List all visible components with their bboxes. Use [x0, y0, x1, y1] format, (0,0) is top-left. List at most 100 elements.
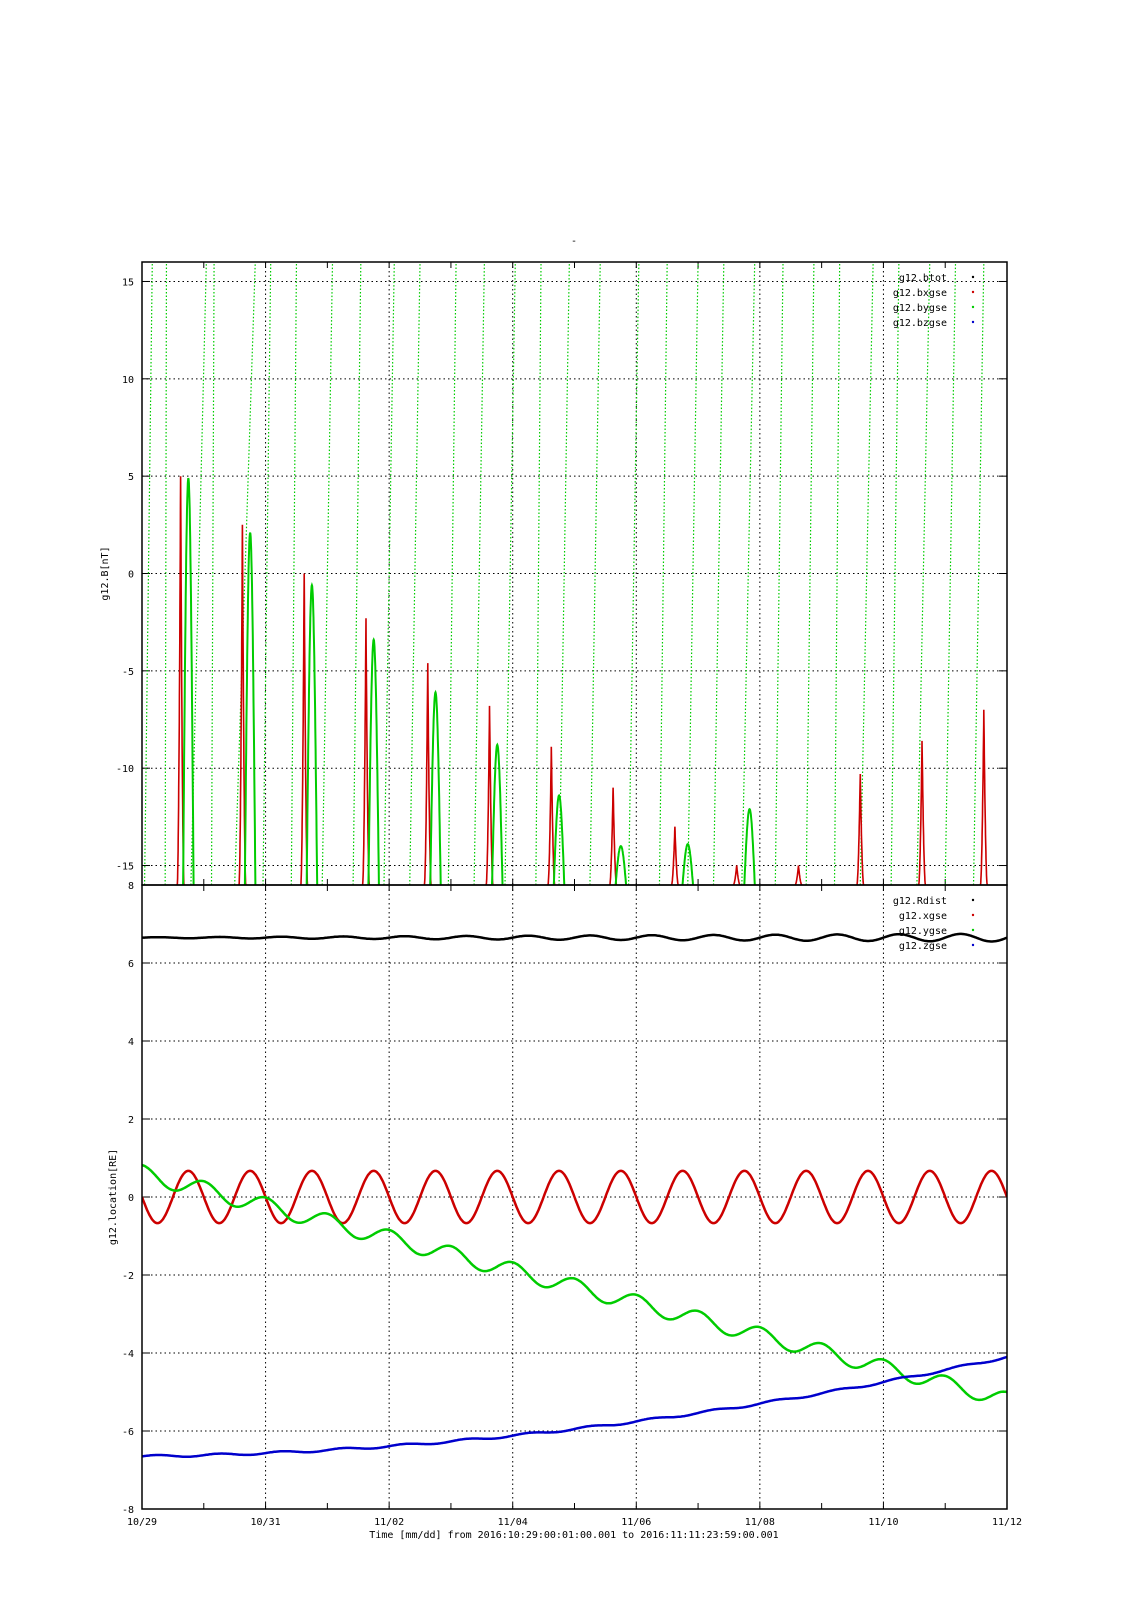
- legend-swatch: [971, 305, 975, 309]
- y-tick-label: 0: [128, 570, 134, 581]
- legend-label: g12.bygse: [893, 303, 947, 314]
- x-tick-label: 11/06: [621, 1517, 651, 1528]
- y-tick-label: 8: [128, 881, 134, 892]
- g12-Rdist-line: [142, 932, 1007, 943]
- g12-bxgse-peak: [794, 865, 803, 885]
- bygse-steep-trace: [972, 262, 985, 885]
- y-tick-label: 15: [122, 277, 134, 288]
- g12-bxgse-peak: [732, 865, 741, 885]
- y-axis-label: g12.location[RE]: [108, 1149, 119, 1245]
- x-axis-title: Time [mm/dd] from 2016:10:29:00:01:00.00…: [369, 1530, 778, 1541]
- plot-area: [143, 262, 988, 885]
- g12-bygse-peak: [552, 793, 566, 885]
- y-tick-label: -4: [122, 1349, 134, 1360]
- g12-bxgse-peak: [917, 740, 927, 885]
- g12-zgse-line: [142, 1355, 1007, 1459]
- y-axis-label: g12.B[nT]: [100, 546, 111, 600]
- bygse-steep-trace: [234, 262, 256, 885]
- g12-bygse-peak: [305, 582, 319, 885]
- legend-swatch: [971, 290, 975, 294]
- legend-swatch: [971, 275, 975, 279]
- legend-swatch: [971, 943, 975, 947]
- y-tick-label: 6: [128, 959, 134, 970]
- g12-bygse-peak: [429, 689, 442, 885]
- bygse-steep-trace: [944, 262, 957, 885]
- x-tick-label: 11/12: [992, 1517, 1022, 1528]
- bygse-steep-trace: [210, 262, 215, 885]
- g12-bygse-peak: [491, 742, 504, 885]
- bygse-steep-trace: [658, 262, 668, 885]
- g12-bxgse-peak: [608, 787, 618, 885]
- legend-swatch: [971, 928, 975, 932]
- bygse-steep-trace: [352, 262, 362, 885]
- bygse-steep-trace: [473, 262, 485, 885]
- bygse-steep-trace: [504, 262, 516, 885]
- x-tick-label: 10/31: [251, 1517, 281, 1528]
- bygse-steep-trace: [409, 262, 421, 885]
- y-tick-label: 5: [128, 472, 134, 483]
- g12-bxgse-peak: [979, 709, 988, 885]
- y-tick-label: -2: [122, 1271, 134, 1282]
- g12-bygse-peak: [743, 807, 756, 885]
- bygse-steep-trace: [190, 262, 207, 885]
- bygse-steep-trace: [687, 262, 699, 885]
- g12-bygse-peak: [243, 532, 257, 885]
- legend-label: g12.xgse: [899, 911, 947, 922]
- bygse-steep-trace: [321, 262, 334, 885]
- bygse-steep-trace: [916, 262, 931, 885]
- bygse-steep-trace: [535, 262, 542, 885]
- bygse-steep-trace: [890, 262, 900, 885]
- bygse-steep-trace: [447, 262, 457, 885]
- bygse-steep-trace: [262, 262, 272, 885]
- bygse-steep-trace: [859, 262, 874, 885]
- y-tick-label: 2: [128, 1115, 134, 1126]
- y-tick-label: -5: [122, 667, 134, 678]
- bygse-steep-trace: [558, 262, 570, 885]
- magnetic-field-panel: 15 10 5 0 -5 -10 -15 g12.B[nT] g12.btot g12.bxgse…: [100, 261, 1008, 886]
- legend-label: g12.btot: [899, 273, 947, 284]
- y-tick-label: 4: [128, 1037, 134, 1048]
- y-tick-label: -8: [122, 1505, 134, 1516]
- y-tick-label: -15: [116, 862, 134, 873]
- legend-label: g12.zgse: [899, 941, 947, 952]
- legend-label: g12.ygse: [899, 926, 947, 937]
- g12-xgse-line: [142, 1169, 1007, 1225]
- legend-swatch: [971, 913, 975, 917]
- legend-label: g12.bzgse: [893, 318, 947, 329]
- legend-label: g12.bxgse: [893, 288, 947, 299]
- plot-frame: [141, 884, 1008, 1510]
- x-tick-label: 10/29: [127, 1517, 157, 1528]
- legend-swatch: [971, 898, 975, 902]
- g12-ygse-line: [142, 1163, 1007, 1402]
- x-tick-label: 11/02: [374, 1517, 404, 1528]
- g12-bxgse-peak: [670, 826, 679, 885]
- bygse-steep-trace: [741, 262, 756, 885]
- bygse-steep-trace: [833, 262, 841, 885]
- plot-area: [142, 932, 1007, 1459]
- y-tick-label: -10: [116, 764, 134, 775]
- bygse-steep-trace: [712, 262, 725, 885]
- y-tick-label: 0: [128, 1193, 134, 1204]
- bygse-steep-trace: [383, 262, 395, 885]
- legend-label: g12.Rdist: [893, 896, 947, 907]
- legend-swatch: [971, 320, 975, 324]
- g12-bygse-peak: [182, 477, 195, 885]
- g12-bygse-peak: [681, 843, 694, 885]
- bygse-steep-trace: [805, 262, 815, 885]
- x-tick-label: 11/10: [868, 1517, 898, 1528]
- g12-bygse-peak: [367, 637, 380, 885]
- x-tick-label: 11/04: [498, 1517, 528, 1528]
- bygse-steep-trace: [589, 262, 601, 885]
- chart-title: -: [571, 236, 577, 247]
- bygse-steep-trace: [290, 262, 298, 885]
- x-tick-label: 11/08: [745, 1517, 775, 1528]
- g12-bxgse-peak: [856, 773, 865, 885]
- location-panel: 8 6 4 2 0 -2 -4 -6 -8 g12.location[RE] g12.Rdist g1…: [108, 881, 1008, 1516]
- g12-bygse-peak: [614, 845, 628, 885]
- bygse-steep-trace: [143, 262, 153, 885]
- bygse-steep-trace: [164, 262, 168, 885]
- y-tick-label: 10: [122, 375, 134, 386]
- bygse-steep-trace: [627, 262, 640, 885]
- y-tick-label: -6: [122, 1427, 134, 1438]
